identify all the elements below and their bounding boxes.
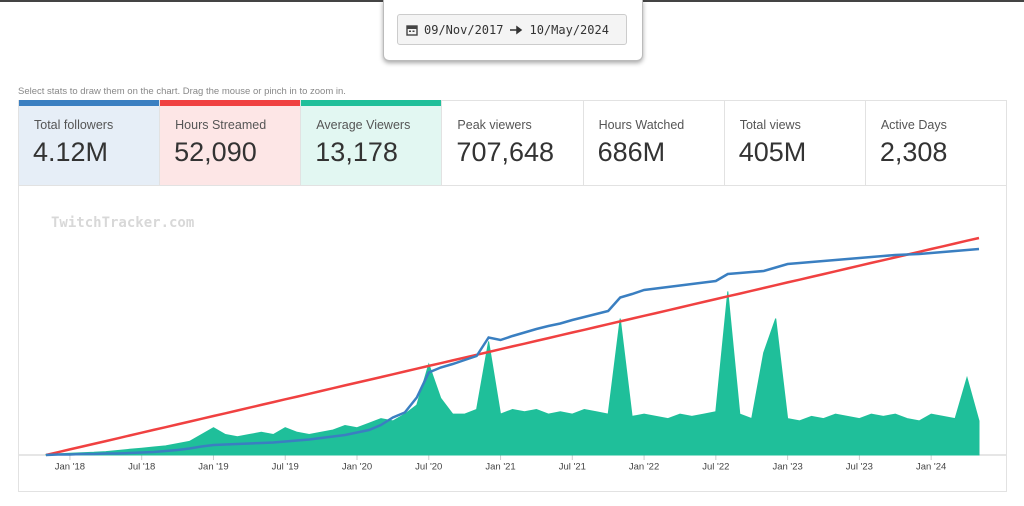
chart: TwitchTracker.com Jan '18 Jul '18 Jan '19 J… <box>19 215 1006 473</box>
stat-label: Active Days <box>880 118 947 132</box>
date-start: 09/Nov/2017 <box>424 22 504 37</box>
card-color-bar <box>301 100 442 106</box>
x-tick-label: Jan '21 <box>485 462 515 473</box>
x-tick-label: Jan '24 <box>916 462 946 473</box>
stat-card[interactable]: Total views 405M <box>725 101 866 185</box>
x-tick-label: Jul '19 <box>272 462 299 473</box>
x-tick-label: Jan '23 <box>772 462 802 473</box>
stat-label: Total followers <box>34 118 114 132</box>
series-line <box>45 236 980 457</box>
average-viewers-area <box>45 291 980 456</box>
stat-card[interactable]: Peak viewers 707,648 <box>442 101 584 185</box>
stat-label: Hours Watched <box>598 118 685 132</box>
date-picker: 09/Nov/2017 10/May/2024 <box>383 0 643 61</box>
x-tick-label: Jul '18 <box>128 462 155 473</box>
card-tint <box>301 101 442 185</box>
stat-value: 405M <box>738 137 807 167</box>
stat-label: Peak viewers <box>457 118 532 132</box>
stat-card[interactable]: Total followers 4.12M <box>19 100 161 185</box>
card-tint <box>160 101 301 185</box>
date-range-button[interactable]: 09/Nov/2017 10/May/2024 <box>397 14 627 45</box>
stat-value: 52,090 <box>174 137 257 167</box>
stat-value: 4.12M <box>33 137 109 167</box>
series-line <box>45 247 980 457</box>
stat-value: 13,178 <box>315 137 398 167</box>
date-end: 10/May/2024 <box>529 22 609 37</box>
stat-value: 2,308 <box>879 137 948 167</box>
stat-card[interactable]: Hours Watched 686M <box>584 101 725 185</box>
stat-card[interactable]: Hours Streamed 52,090 <box>160 100 302 185</box>
stat-label: Average Viewers <box>316 118 411 132</box>
chart-panel: TwitchTracker.com Jan '18 Jul '18 Jan '19 J… <box>18 186 1007 492</box>
stat-label: Total views <box>739 118 801 132</box>
x-tick-label: Jan '22 <box>629 462 659 473</box>
stat-card[interactable]: Average Viewers 13,178 <box>301 100 443 185</box>
instructions: Select stats to draw them on the chart. … <box>18 86 346 97</box>
watermark: TwitchTracker.com <box>51 215 194 231</box>
stat-value: 686M <box>597 137 666 167</box>
arrow-icon <box>510 25 523 34</box>
x-tick-label: Jul '20 <box>415 462 442 473</box>
card-color-bar <box>19 100 160 106</box>
x-tick-label: Jul '23 <box>846 462 873 473</box>
x-tick-label: Jul '21 <box>559 462 586 473</box>
x-tick-label: Jan '20 <box>342 462 372 473</box>
x-tick-label: Jan '19 <box>198 462 228 473</box>
card-tint <box>19 101 160 185</box>
stats-row: Total followers 4.12M Hours Streamed 52,090… <box>18 100 1007 186</box>
stat-label: Hours Streamed <box>175 118 267 132</box>
x-tick-label: Jan '18 <box>55 462 85 473</box>
stat-card[interactable]: Active Days 2,308 <box>866 101 1006 185</box>
card-color-bar <box>160 100 301 106</box>
calendar-icon <box>406 24 418 36</box>
x-tick-label: Jul '22 <box>702 462 729 473</box>
stat-value: 707,648 <box>456 137 555 167</box>
